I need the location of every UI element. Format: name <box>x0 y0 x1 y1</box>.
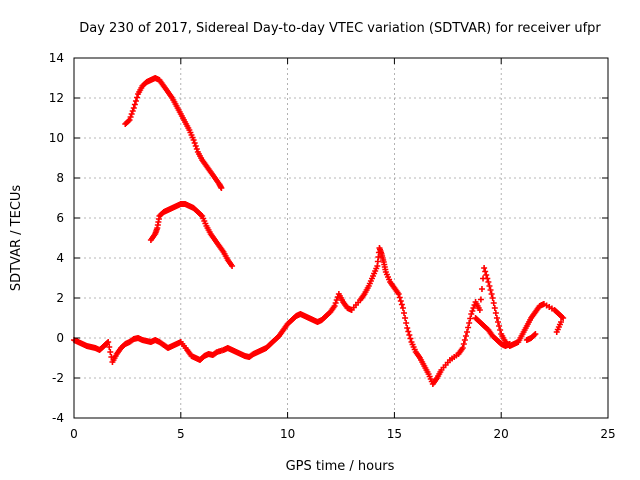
data-point-main-track <box>492 310 499 316</box>
data-point-main-track <box>483 272 490 278</box>
data-point-main-track <box>460 341 467 347</box>
y-tick-label: 4 <box>56 251 64 265</box>
data-point-main-track <box>402 315 409 321</box>
data-point-arc-upper <box>128 111 135 117</box>
data-point-arc-upper <box>192 143 199 149</box>
data-point-arc-upper <box>132 98 139 104</box>
y-tick-label: 2 <box>56 291 64 305</box>
data-point-main-track <box>104 340 111 346</box>
data-point-main-track <box>467 315 474 322</box>
data-point-main-track <box>490 300 497 306</box>
data-point-main-track <box>404 325 411 331</box>
data-point-arc-upper <box>125 118 132 124</box>
y-tick-label: -4 <box>52 411 64 425</box>
data-point-main-track <box>464 329 471 335</box>
y-tick-label: 14 <box>49 51 64 65</box>
data-point-main-track <box>496 323 503 329</box>
data-point-main-track <box>403 320 410 326</box>
y-tick-label: 10 <box>49 131 64 145</box>
data-point-main-track <box>395 291 402 297</box>
data-point-arc-upper <box>127 114 134 120</box>
data-point-main-track <box>332 300 339 306</box>
data-point-main-track <box>333 297 340 303</box>
data-point-main-track <box>331 303 338 309</box>
data-point-arc-upper <box>131 101 138 108</box>
y-tick-label: 12 <box>49 91 64 105</box>
data-point-main-track <box>459 345 466 351</box>
data-point-main-track <box>401 310 408 316</box>
data-point-main-track <box>470 305 477 311</box>
x-tick-label: 20 <box>494 427 509 441</box>
data-point-main-track <box>106 344 113 350</box>
data-point-main-track <box>477 296 484 303</box>
y-tick-label: 0 <box>56 331 64 345</box>
plot-frame <box>73 57 609 419</box>
y-tick-label: 6 <box>56 211 64 225</box>
data-point-main-track <box>493 315 500 321</box>
data-point-arc-upper <box>191 140 198 146</box>
x-axis-label: GPS time / hours <box>286 459 395 474</box>
axis-ticks: 0 5 10 15 20 25 -4 -2 0 2 4 6 8 10 12 14 <box>49 51 616 441</box>
data-point-main-track <box>559 314 566 320</box>
x-tick-label: 25 <box>600 427 615 441</box>
x-tick-label: 15 <box>387 427 402 441</box>
data-point-main-track <box>396 294 403 301</box>
x-tick-label: 10 <box>280 427 295 441</box>
data-point-main-track <box>486 283 493 289</box>
data-point-arc-upper <box>126 117 133 123</box>
data-point-arc-upper <box>193 146 200 152</box>
data-point-main-track <box>105 339 112 345</box>
data-point-main-track <box>485 279 492 285</box>
data-point-main-track <box>399 305 406 311</box>
data-point-secondary-track <box>531 332 538 338</box>
data-point-main-track <box>466 320 473 326</box>
data-point-arc-middle <box>229 263 236 269</box>
data-point-main-track <box>476 307 483 313</box>
data-point-arc-upper <box>218 185 225 191</box>
data-point-main-track <box>405 328 412 335</box>
data-point-main-track <box>484 275 491 282</box>
x-tick-label: 0 <box>70 427 78 441</box>
data-point-secondary-track <box>506 341 513 347</box>
data-point-main-track <box>469 308 476 314</box>
data-point-arc-upper <box>129 108 136 114</box>
y-tick-label: 8 <box>56 171 64 185</box>
data-point-main-track <box>560 315 567 321</box>
y-tick-label: -2 <box>52 371 64 385</box>
data-point-arc-upper <box>130 105 137 111</box>
y-axis-label: SDTVAR / TECUs <box>9 185 24 292</box>
data-point-main-track <box>489 295 496 301</box>
data-points <box>71 75 567 387</box>
data-point-main-track <box>397 298 404 304</box>
data-point-arc-upper <box>134 94 141 101</box>
data-point-main-track <box>398 301 405 308</box>
data-point-main-track <box>465 324 472 331</box>
data-point-main-track <box>497 327 504 333</box>
data-point-main-track <box>491 305 498 311</box>
data-point-main-track <box>487 287 494 293</box>
data-point-main-track <box>107 349 114 355</box>
data-point-main-track <box>406 332 413 338</box>
data-point-arc-upper <box>190 137 197 143</box>
data-point-main-track <box>488 291 495 297</box>
data-point-main-track <box>468 311 475 317</box>
data-point-arc-middle <box>198 212 205 218</box>
data-point-main-track <box>478 286 485 292</box>
x-tick-label: 5 <box>177 427 185 441</box>
data-point-secondary-track <box>532 331 539 337</box>
data-point-secondary-track <box>558 319 565 325</box>
data-point-main-track <box>481 265 488 271</box>
chart-title: Day 230 of 2017, Sidereal Day-to-day VTE… <box>79 21 601 36</box>
data-point-main-track <box>407 335 414 342</box>
data-point-main-track <box>462 333 469 339</box>
data-point-main-track <box>494 319 501 325</box>
data-point-main-track <box>461 337 468 343</box>
data-point-main-track <box>482 268 489 275</box>
